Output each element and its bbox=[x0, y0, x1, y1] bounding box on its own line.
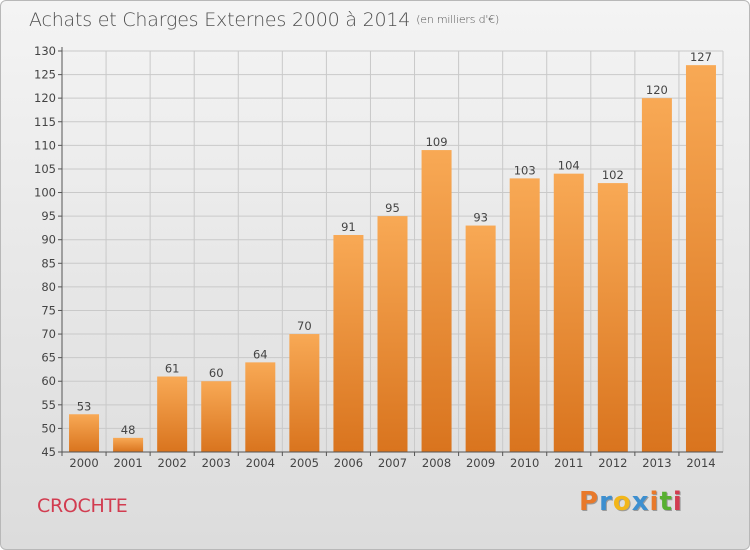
bar-2006 bbox=[333, 234, 364, 452]
bars: 53 48 61 60 64 70 91 95 109 93 103 104 102 120 127 bbox=[69, 50, 716, 453]
bar-2001 bbox=[113, 437, 144, 452]
data-label-2012: 102 bbox=[602, 168, 624, 182]
data-label-2009: 93 bbox=[473, 211, 488, 225]
y-tick-label: 70 bbox=[41, 327, 56, 341]
logo-letter: i bbox=[672, 487, 683, 517]
chart-title: Achats et Charges Externes 2000 à 2014 (e… bbox=[29, 9, 499, 31]
bar-2008 bbox=[421, 150, 452, 452]
x-tick-label-2001: 2001 bbox=[113, 456, 142, 470]
y-tick-label: 45 bbox=[41, 445, 56, 459]
data-label-2007: 95 bbox=[385, 201, 400, 215]
x-tick-label-2011: 2011 bbox=[554, 456, 583, 470]
bar-2009 bbox=[465, 225, 496, 452]
x-tick-label-2009: 2009 bbox=[466, 456, 495, 470]
proxiti-logo: Proxiti bbox=[579, 487, 683, 517]
bar-2014 bbox=[685, 65, 716, 452]
x-tick-label-2004: 2004 bbox=[246, 456, 275, 470]
logo-letter: P bbox=[579, 487, 600, 517]
data-label-2001: 48 bbox=[121, 423, 136, 437]
chart-subtitle: (en milliers d'€) bbox=[416, 13, 500, 26]
logo-letter: r bbox=[599, 487, 613, 517]
y-tick-label: 130 bbox=[34, 44, 56, 58]
data-label-2002: 61 bbox=[165, 362, 180, 376]
x-tick-label-2006: 2006 bbox=[334, 456, 363, 470]
y-tick-label: 85 bbox=[41, 256, 56, 270]
y-tick-label: 65 bbox=[41, 351, 56, 365]
bar-2003 bbox=[201, 381, 232, 452]
logo-letter: i bbox=[649, 487, 660, 517]
data-label-2013: 120 bbox=[646, 83, 668, 97]
bar-2013 bbox=[641, 98, 672, 453]
x-tick-label-2003: 2003 bbox=[202, 456, 231, 470]
bar-2011 bbox=[553, 173, 584, 453]
x-tick-label-2013: 2013 bbox=[642, 456, 671, 470]
bar-2010 bbox=[509, 178, 540, 452]
bar-2005 bbox=[289, 334, 320, 452]
data-label-2005: 70 bbox=[297, 319, 312, 333]
data-label-2004: 64 bbox=[253, 347, 268, 361]
y-tick-label: 100 bbox=[34, 186, 56, 200]
y-tick-label: 90 bbox=[41, 233, 56, 247]
chart-title-text: Achats et Charges Externes 2000 à 2014 bbox=[29, 9, 411, 31]
y-tick-label: 95 bbox=[41, 209, 56, 223]
x-tick-label-2000: 2000 bbox=[69, 456, 98, 470]
x-tick-label-2008: 2008 bbox=[422, 456, 451, 470]
y-tick-label: 120 bbox=[34, 91, 56, 105]
logo-letter: x bbox=[631, 487, 650, 517]
x-tick-label-2002: 2002 bbox=[158, 456, 187, 470]
commune-name: CROCHTE bbox=[37, 495, 128, 517]
y-tick-label: 110 bbox=[34, 138, 56, 152]
y-tick-label: 60 bbox=[41, 374, 56, 388]
data-label-2000: 53 bbox=[77, 399, 92, 413]
data-label-2003: 60 bbox=[209, 366, 224, 380]
bar-2002 bbox=[157, 376, 188, 452]
logo-letter: o bbox=[612, 487, 632, 517]
data-label-2011: 104 bbox=[558, 159, 580, 173]
y-tick-label: 115 bbox=[34, 115, 56, 129]
y-tick-label: 80 bbox=[41, 280, 56, 294]
data-label-2014: 127 bbox=[690, 50, 712, 64]
bar-2000 bbox=[69, 414, 100, 452]
y-tick-label: 75 bbox=[41, 303, 56, 317]
bar-2004 bbox=[245, 362, 276, 452]
bar-2007 bbox=[377, 216, 408, 452]
bar-2012 bbox=[597, 183, 628, 452]
y-tick-label: 105 bbox=[34, 162, 56, 176]
logo-letter: t bbox=[659, 487, 673, 517]
axes: 45 50 55 60 65 70 75 80 85 90 95 100 105 110 115 120 125… bbox=[34, 44, 723, 470]
data-label-2006: 91 bbox=[341, 220, 356, 234]
y-tick-label: 125 bbox=[34, 68, 56, 82]
y-tick-label: 50 bbox=[41, 421, 56, 435]
x-tick-label-2014: 2014 bbox=[686, 456, 715, 470]
x-tick-label-2007: 2007 bbox=[378, 456, 407, 470]
y-tick-label: 55 bbox=[41, 398, 56, 412]
x-tick-label-2012: 2012 bbox=[598, 456, 627, 470]
data-label-2008: 109 bbox=[426, 135, 448, 149]
x-tick-label-2005: 2005 bbox=[290, 456, 319, 470]
x-tick-label-2010: 2010 bbox=[510, 456, 539, 470]
data-label-2010: 103 bbox=[514, 163, 536, 177]
